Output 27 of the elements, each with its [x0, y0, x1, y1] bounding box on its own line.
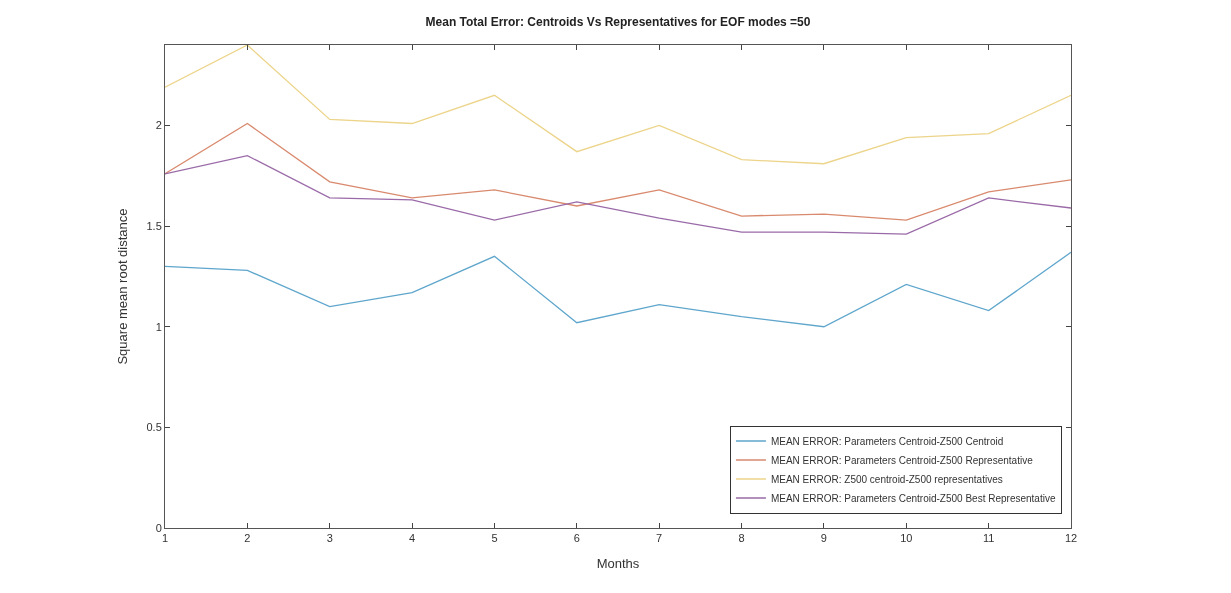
x-tick-label: 9 [820, 532, 827, 545]
x-tick-label: 4 [409, 532, 416, 545]
x-tick-label: 7 [656, 532, 663, 545]
y-axis-title: Square mean root distance [115, 208, 131, 365]
x-tick-label: 10 [900, 532, 913, 545]
x-tick-label: 5 [491, 532, 498, 545]
line-series [165, 155, 1071, 235]
legend-label: MEAN ERROR: Parameters Centroid-Z500 Best Representative [770, 492, 1056, 504]
x-tick-label: 12 [1064, 532, 1078, 545]
line-series [165, 45, 1071, 165]
line-series [165, 251, 1071, 328]
x-tick-label: 8 [738, 532, 745, 545]
legend-label: MEAN ERROR: Parameters Centroid-Z500 Representative [770, 454, 1034, 466]
legend-label: MEAN ERROR: Parameters Centroid-Z500 Centroid [770, 435, 1004, 447]
x-tick-label: 11 [982, 532, 995, 545]
legend-label: MEAN ERROR: Z500 centroid-Z500 representatives [770, 473, 1003, 485]
line-series [165, 122, 1071, 221]
y-tick-label: 1.5 [146, 219, 162, 232]
x-tick-label: 6 [573, 532, 580, 545]
x-tick-label: 3 [326, 532, 333, 545]
y-tick-label: 0.5 [146, 421, 162, 434]
y-tick-label: 0 [155, 521, 162, 534]
x-tick-label: 2 [244, 532, 251, 545]
y-tick-label: 2 [155, 119, 162, 132]
chart-title: Mean Total Error: Centroids Vs Representatives for EOF modes =50 [425, 15, 811, 30]
y-tick-label: 1 [155, 320, 162, 333]
x-axis-title: Months [596, 555, 640, 571]
